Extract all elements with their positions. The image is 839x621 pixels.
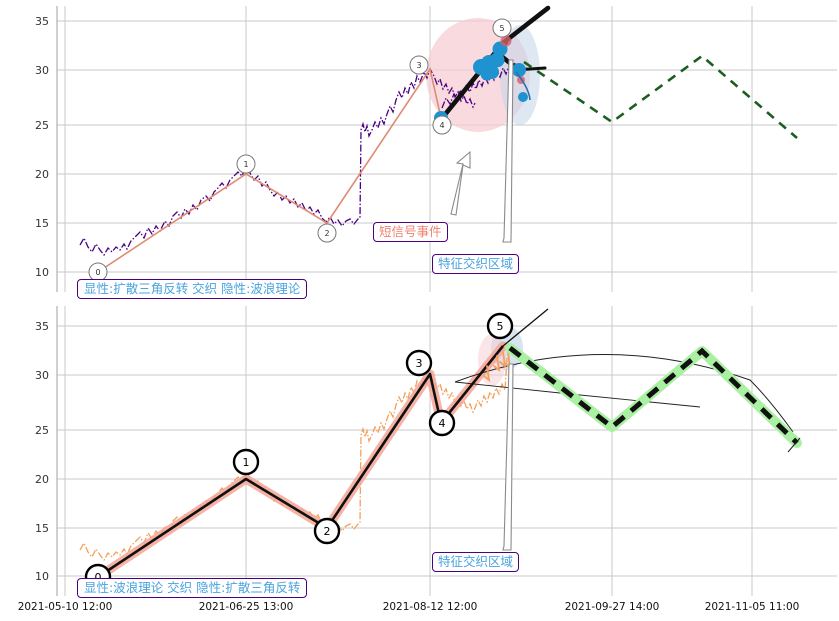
bottom-forecast-dashed-line	[508, 346, 799, 445]
top-hidden-series-line	[79, 67, 476, 257]
svg-text:20: 20	[35, 168, 49, 181]
annotation-feature-region-top-text: 特征交织区域	[438, 256, 514, 271]
legend-top-panel: 显性:扩散三角反转 交织 隐性:波浪理论	[77, 279, 308, 299]
top-plot-canvas: 10 15 20 25 30 35	[35, 5, 837, 292]
legend-bottom-panel-text: 显性:波浪理论 交织 隐性:扩散三角反转	[84, 580, 301, 595]
svg-text:15: 15	[35, 522, 49, 535]
annotation-feature-region-bottom: 特征交织区域	[432, 552, 520, 572]
top-wave-label-0: 0	[95, 268, 100, 277]
feature-region-arrow	[502, 59, 514, 243]
top-wave-label-5: 5	[499, 24, 504, 33]
svg-text:10: 10	[35, 570, 49, 583]
svg-text:10: 10	[35, 266, 49, 279]
top-wave-label-3: 3	[416, 61, 421, 70]
top-wave-label-1: 1	[243, 160, 248, 169]
top-signal-arc	[515, 71, 531, 101]
top-wave-label-4: 4	[439, 121, 444, 130]
bottom-wave-label-0: 0	[95, 571, 102, 584]
x-tick-label-3: 2021-09-27 14:00	[565, 601, 660, 613]
svg-text:35: 35	[35, 15, 49, 28]
bottom-y-tick-labels: 10 15 20 25 30 35	[35, 320, 49, 583]
annotation-feature-region-top: 特征交织区域	[432, 254, 520, 274]
legend-top-panel-text: 显性:扩散三角反转 交织 隐性:波浪理论	[84, 281, 301, 296]
bottom-plot-canvas: 10 15 20 25 30 35	[35, 306, 837, 596]
bottom-grid-horizontal	[57, 325, 837, 577]
x-tick-label-4: 2021-11-05 11:00	[705, 601, 800, 613]
x-tick-label-0: 2021-05-10 12:00	[18, 601, 113, 613]
annotation-feature-region-bottom-text: 特征交织区域	[438, 554, 514, 569]
svg-text:35: 35	[35, 320, 49, 333]
short-signal-event-arrow	[450, 150, 471, 216]
annotation-short-signal-event: 短信号事件	[373, 222, 448, 242]
bottom-wave-marker-labels: 0 1 2 3 4 5	[95, 320, 504, 584]
svg-text:30: 30	[35, 369, 49, 382]
x-axis-tick-labels: 2021-05-10 12:00 2021-06-25 13:00 2021-0…	[0, 597, 839, 617]
svg-text:30: 30	[35, 64, 49, 77]
bottom-wave-label-2: 2	[324, 525, 331, 538]
bottom-chart-panel: 10 15 20 25 30 35	[0, 300, 839, 617]
bottom-wave-label-1: 1	[243, 456, 250, 469]
top-y-tick-labels: 10 15 20 25 30 35	[35, 15, 49, 279]
svg-text:25: 25	[35, 119, 49, 132]
bottom-dominant-wave-line	[97, 345, 505, 579]
bottom-wave-label-5: 5	[497, 320, 504, 333]
bottom-forecast-tail-mark	[787, 437, 801, 453]
bottom-wave-label-4: 4	[439, 417, 446, 430]
x-tick-label-1: 2021-06-25 13:00	[199, 601, 294, 613]
bottom-wave-label-3: 3	[416, 357, 423, 370]
bottom-wave-markers	[84, 312, 514, 591]
annotation-short-signal-event-text: 短信号事件	[379, 224, 442, 239]
x-tick-label-2: 2021-08-12 12:00	[383, 601, 478, 613]
svg-text:25: 25	[35, 424, 49, 437]
bottom-feature-region-arrow	[502, 363, 514, 551]
top-chart-panel: 10 15 20 25 30 35	[0, 0, 839, 300]
top-forecast-dashed-line	[523, 54, 798, 139]
top-wave-markers	[88, 18, 512, 282]
top-wave-label-2: 2	[324, 229, 329, 238]
bottom-wave-extension-line	[502, 308, 549, 347]
svg-text:20: 20	[35, 473, 49, 486]
top-wave-marker-labels: 0 1 2 3 4 5	[95, 24, 504, 277]
legend-bottom-panel: 显性:波浪理论 交织 隐性:扩散三角反转	[77, 578, 308, 598]
bottom-plot-background	[57, 306, 837, 592]
svg-text:15: 15	[35, 217, 49, 230]
